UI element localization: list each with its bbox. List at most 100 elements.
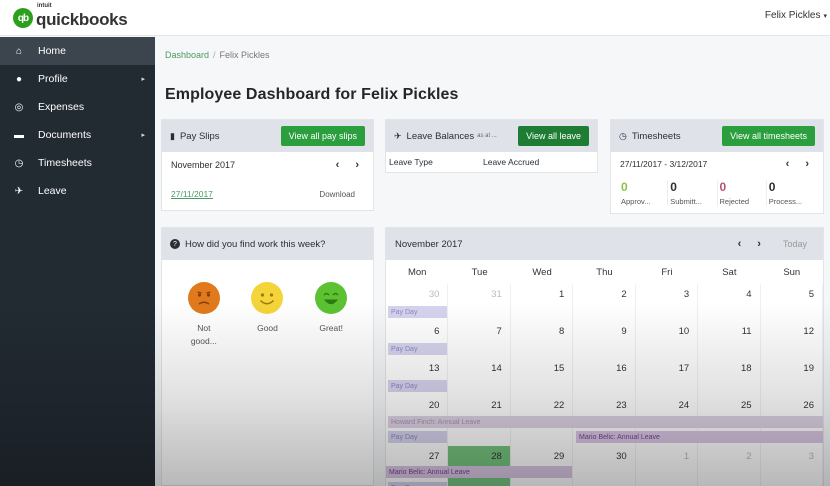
sidebar: ⌂ Home ● Profile ▸ ◎ Expenses ▬ Document… [0,37,155,486]
view-all-leave-button[interactable]: View all leave [518,126,589,146]
calendar-day[interactable]: 4 [698,284,761,321]
calendar-day[interactable]: 11 [698,321,761,358]
calendar-day[interactable]: 19 [761,358,823,395]
stat-label: Submitt... [670,197,702,206]
stat-value: 0 [719,180,727,194]
chevron-right-icon[interactable]: › [757,238,761,250]
payslips-header: ▮ Pay Slips View all pay slips [162,120,373,152]
stat-submitted[interactable]: 0 Submitt... [668,180,718,206]
profile-icon: ● [15,73,23,85]
mood-not-good-button[interactable]: Not good... [174,282,234,348]
sidebar-item-timesheets[interactable]: ◷ Timesheets [0,149,155,177]
mario-belic-leave-event[interactable]: Mario Belic: Annual Leave [576,431,823,443]
chevron-left-icon[interactable]: ‹ [785,158,790,170]
sidebar-item-home[interactable]: ⌂ Home [0,37,155,65]
payday-event[interactable]: Pay Day [388,482,447,486]
calendar-day[interactable]: 31 [448,284,511,321]
calendar-day[interactable]: 29 [511,446,574,486]
today-button[interactable]: Today [782,239,807,249]
stat-processed[interactable]: 0 Process... [767,180,815,206]
leave-balances-header: ✈ Leave Balances as at ... View all leav… [386,120,597,152]
breadcrumb: Dashboard / Felix Pickles [165,50,270,60]
column-leave-type: Leave Type [389,157,433,167]
mario-belic-leave-event[interactable]: Mario Belic: Annual Leave [386,466,572,478]
calendar-day[interactable]: 2 [698,446,761,486]
sidebar-item-leave[interactable]: ✈ Leave [0,177,155,205]
payslips-card: ▮ Pay Slips View all pay slips November … [161,119,374,211]
payday-event[interactable]: Pay Day [388,306,447,318]
quickbooks-logo[interactable]: qb intuit quickbooks [13,3,128,30]
view-all-payslips-button[interactable]: View all pay slips [280,126,365,146]
mood-options: Not good... Good Great! [162,282,373,348]
mood-label: Great! [319,323,343,333]
mood-label: Not good... [190,323,217,346]
download-link[interactable]: Download [319,189,355,199]
calendar-day[interactable]: 30 [386,284,449,321]
calendar-day[interactable]: 9 [573,321,636,358]
howard-finch-leave-event[interactable]: Howard Finch: Annual Leave [388,416,823,428]
mood-great-button[interactable]: Great! [301,282,361,348]
caret-down-icon: ▾ [823,12,827,20]
calendar-day[interactable]: 1 [511,284,574,321]
chevron-right-icon[interactable]: › [355,159,359,171]
calendar-day[interactable]: 10 [636,321,699,358]
calendar-day[interactable]: 6 [386,321,449,358]
calendar-day[interactable]: 15 [511,358,574,395]
stat-label: Process... [768,197,803,206]
sidebar-item-label: Profile [38,73,68,85]
payday-event[interactable]: Pay Day [388,431,447,443]
sidebar-item-profile[interactable]: ● Profile ▸ [0,65,155,93]
calendar-week: 13 14 15 16 17 18 19 Pay Day [386,358,823,395]
calendar-day[interactable]: 14 [448,358,511,395]
sidebar-item-expenses[interactable]: ◎ Expenses [0,93,155,121]
sidebar-item-documents[interactable]: ▬ Documents ▸ [0,121,155,149]
breadcrumb-dashboard-link[interactable]: Dashboard [165,50,210,60]
payslips-title: Pay Slips [179,130,220,142]
leave-table-header: Leave Type Leave Accrued [386,152,597,172]
calendar-day[interactable]: 17 [636,358,699,395]
feedback-title: How did you find work this week? [185,238,326,250]
calendar-day[interactable]: 1 [636,446,699,486]
user-menu[interactable]: Felix Pickles ▾ [765,10,827,21]
weekday-label: Tue [471,266,488,278]
mood-label: Good [257,323,278,333]
stat-label: Approv... [621,197,651,206]
calendar-day[interactable]: 13 [386,358,449,395]
calendar-day[interactable]: 8 [511,321,574,358]
calendar-day[interactable]: 2 [573,284,636,321]
expenses-icon: ◎ [14,101,24,113]
smile-face-icon [251,282,284,314]
stat-approved[interactable]: 0 Approv... [619,180,669,206]
leave-balances-title: Leave Balances [406,130,475,142]
sad-face-icon [187,282,220,314]
calendar-day[interactable]: 30 [573,446,636,486]
calendar-day[interactable]: 3 [636,284,699,321]
payday-event[interactable]: Pay Day [388,343,447,355]
calendar-day[interactable]: 5 [761,284,823,321]
view-all-timesheets-button[interactable]: View all timesheets [722,126,815,146]
chevron-right-icon[interactable]: › [805,158,809,170]
qb-logo-icon: qb [13,8,33,28]
timesheets-title: Timesheets [631,130,681,142]
plane-icon: ✈ [394,130,402,141]
calendar-card: November 2017 ‹ › Today Mon Tue Wed Thu … [385,227,824,486]
calendar-day[interactable]: 7 [448,321,511,358]
chevron-right-icon: ▸ [141,76,145,83]
payslip-row: 27/11/2017 Download [162,178,373,210]
weekday-label: Sat [722,266,737,278]
leave-balances-subtitle: as at ... [477,133,497,139]
payday-event[interactable]: Pay Day [388,380,447,392]
feedback-header: ? How did you find work this week? [162,228,373,260]
mood-good-button[interactable]: Good [237,282,297,348]
question-circle-icon: ? [170,239,180,249]
stat-rejected[interactable]: 0 Rejected [718,180,767,206]
calendar-day[interactable]: 16 [573,358,636,395]
calendar-day[interactable]: 3 [761,446,823,486]
breadcrumb-separator: / [213,50,216,60]
sidebar-item-label: Home [38,45,67,57]
calendar-day[interactable]: 18 [698,358,761,395]
chevron-left-icon[interactable]: ‹ [737,238,742,250]
payslip-date-link[interactable]: 27/11/2017 [171,189,213,199]
chevron-left-icon[interactable]: ‹ [335,159,340,171]
calendar-day[interactable]: 12 [761,321,823,358]
